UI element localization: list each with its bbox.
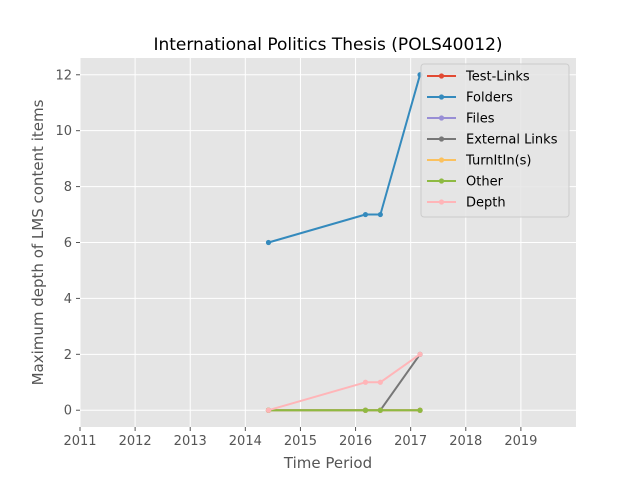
legend-marker — [438, 94, 445, 100]
x-tick-label: 2011 — [63, 434, 96, 449]
data-point — [265, 407, 272, 413]
data-point — [362, 407, 369, 413]
legend-label: TurnItIn(s) — [465, 154, 531, 169]
legend-label: External Links — [466, 133, 558, 148]
data-point — [417, 407, 423, 413]
x-tick-label: 2015 — [284, 434, 317, 449]
y-tick-label: 2 — [64, 348, 72, 363]
x-axis-label: Time Period — [283, 454, 372, 472]
y-axis-label: Maximum depth of LMS content items — [29, 99, 47, 385]
series-layer — [265, 72, 423, 413]
legend-label: Test-Links — [465, 70, 530, 85]
series-line — [268, 353, 421, 412]
y-tick-label: 4 — [64, 292, 72, 307]
legend-item: External Links — [427, 133, 558, 148]
y-tick-label: 0 — [64, 404, 72, 419]
legend-label: Depth — [466, 196, 506, 211]
legend-label: Other — [466, 175, 504, 190]
legend-item: TurnItIn(s) — [427, 154, 531, 169]
x-tick-label: 2016 — [339, 434, 372, 449]
y-tick-label: 10 — [55, 124, 72, 139]
x-tick-label: 2018 — [449, 434, 482, 449]
series-line — [268, 74, 421, 244]
y-tick-label: 6 — [64, 236, 72, 251]
legend-marker — [438, 199, 445, 205]
data-point — [265, 239, 272, 246]
legend-item: Folders — [427, 91, 513, 106]
x-tick-label: 2019 — [504, 434, 537, 449]
legend-item: Test-Links — [427, 70, 530, 85]
legend: Test-Links Folders Files External Links Turn… — [420, 63, 570, 218]
legend-item: Files — [427, 112, 495, 127]
data-point — [377, 379, 383, 385]
data-point — [362, 379, 369, 385]
x-axis: 2011 2012 2013 2014 2015 2016 2017 2018 2019 — [63, 427, 537, 449]
legend-item: Other — [427, 175, 504, 190]
y-tick-label: 8 — [64, 180, 72, 195]
x-tick-label: 2014 — [229, 434, 262, 449]
y-axis: 0 2 4 6 8 10 12 — [55, 68, 80, 419]
x-tick-label: 2012 — [119, 434, 152, 449]
series-depth — [265, 351, 423, 413]
x-tick-label: 2017 — [394, 434, 427, 449]
legend-item: Depth — [427, 196, 506, 211]
legend-marker — [438, 157, 445, 163]
legend-marker — [438, 178, 445, 184]
legend-marker — [438, 73, 445, 79]
y-tick-label: 12 — [55, 68, 72, 83]
data-point — [417, 351, 423, 357]
legend-box — [420, 63, 570, 218]
legend-label: Folders — [466, 91, 513, 106]
x-tick-label: 2013 — [174, 434, 207, 449]
data-point — [377, 211, 383, 218]
legend-label: Files — [466, 112, 495, 127]
legend-marker — [438, 136, 445, 142]
data-point — [362, 211, 369, 218]
data-point — [377, 407, 383, 413]
legend-marker — [438, 115, 445, 121]
chart-title: International Politics Thesis (POLS40012… — [153, 35, 502, 55]
